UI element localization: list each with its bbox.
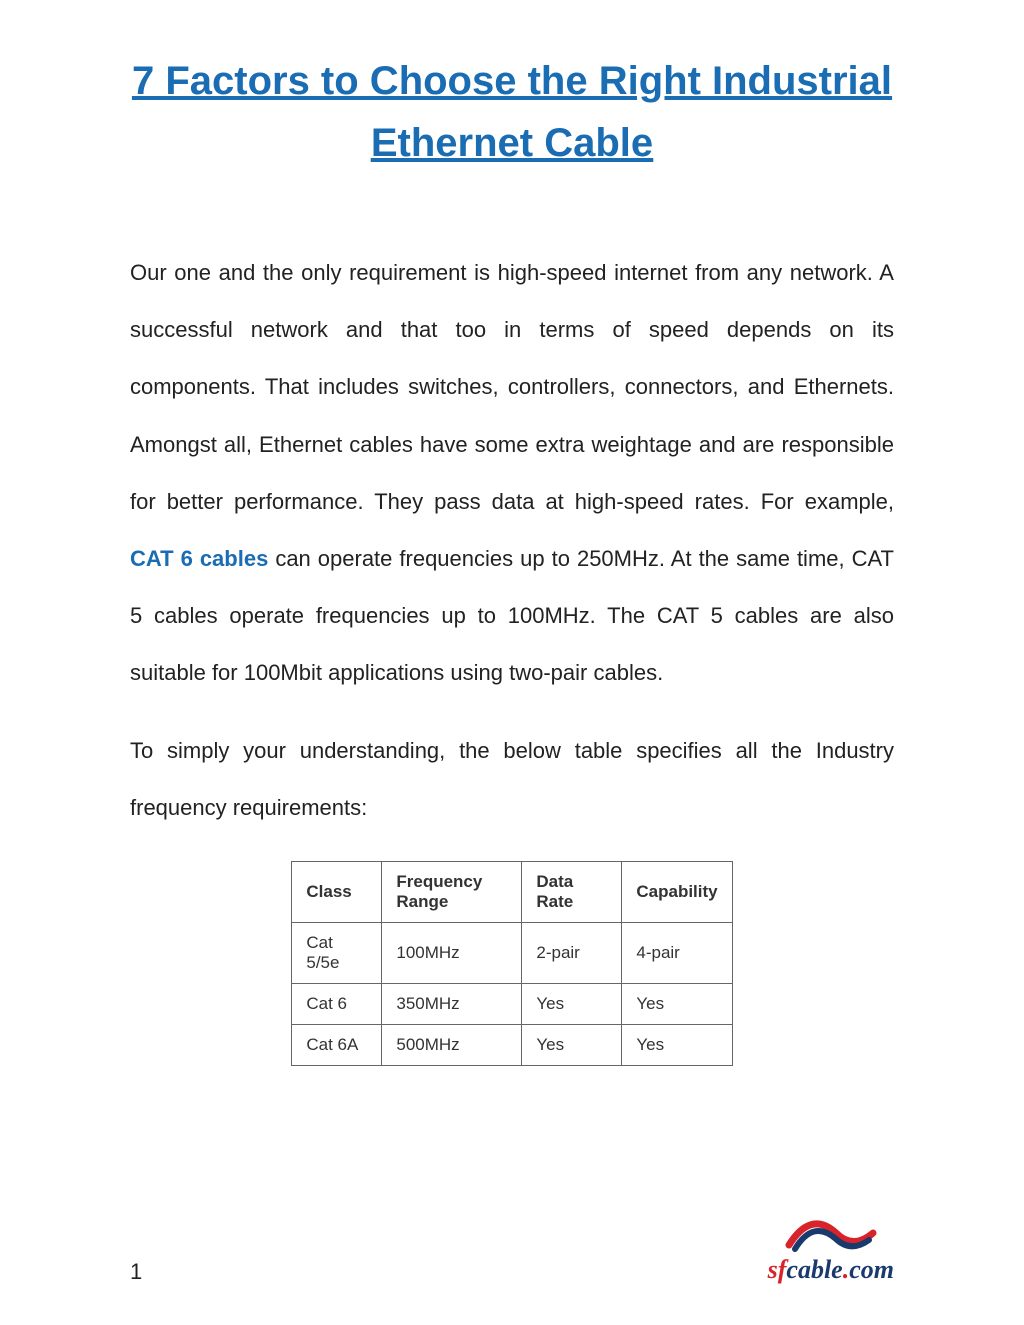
table-row: Cat 5/5e 100MHz 2-pair 4-pair <box>292 922 732 983</box>
cell: Cat 5/5e <box>292 922 382 983</box>
cell: 4-pair <box>622 922 732 983</box>
cell: 350MHz <box>382 983 522 1024</box>
logo-com: com <box>849 1255 894 1284</box>
cell: Cat 6A <box>292 1024 382 1065</box>
logo-cable: cable <box>786 1255 842 1284</box>
cell: 100MHz <box>382 922 522 983</box>
sfcable-logo: sfcable.com <box>768 1215 894 1285</box>
cell: Cat 6 <box>292 983 382 1024</box>
cat6-cables-link[interactable]: CAT 6 cables <box>130 546 268 571</box>
paragraph-1-before: Our one and the only requirement is high… <box>130 260 894 514</box>
frequency-table: Class Frequency Range Data Rate Capabili… <box>291 861 732 1066</box>
cell: Yes <box>622 1024 732 1065</box>
col-class: Class <box>292 861 382 922</box>
paragraph-1: Our one and the only requirement is high… <box>130 244 894 702</box>
cell: Yes <box>622 983 732 1024</box>
logo-text: sfcable.com <box>768 1255 894 1285</box>
cell: 2-pair <box>522 922 622 983</box>
cell: 500MHz <box>382 1024 522 1065</box>
col-datarate: Data Rate <box>522 861 622 922</box>
table-row: Cat 6 350MHz Yes Yes <box>292 983 732 1024</box>
table-row: Cat 6A 500MHz Yes Yes <box>292 1024 732 1065</box>
frequency-table-wrap: Class Frequency Range Data Rate Capabili… <box>130 861 894 1066</box>
col-frequency: Frequency Range <box>382 861 522 922</box>
table-header-row: Class Frequency Range Data Rate Capabili… <box>292 861 732 922</box>
paragraph-2: To simply your understanding, the below … <box>130 722 894 836</box>
cell: Yes <box>522 1024 622 1065</box>
logo-swoosh-icon <box>781 1215 881 1253</box>
cell: Yes <box>522 983 622 1024</box>
page-title: 7 Factors to Choose the Right Industrial… <box>130 50 894 174</box>
col-capability: Capability <box>622 861 732 922</box>
page-number: 1 <box>130 1259 142 1285</box>
page-footer: 1 sfcable.com <box>130 1215 894 1285</box>
title-link[interactable]: 7 Factors to Choose the Right Industrial… <box>132 59 892 165</box>
logo-sf: sf <box>768 1255 787 1284</box>
